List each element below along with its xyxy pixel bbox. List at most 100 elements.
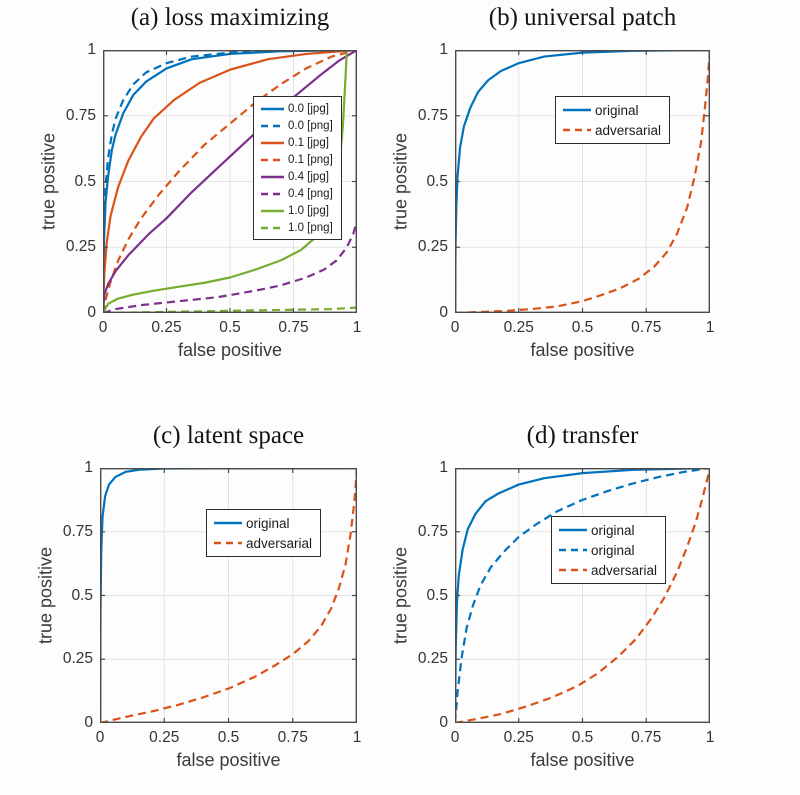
legend-line-sample: [261, 209, 284, 212]
legend-entry: 0.1 [png]: [260, 151, 333, 168]
plot-area: [455, 50, 710, 313]
legend-entry: 1.0 [jpg]: [260, 202, 333, 219]
legend: 0.0 [jpg] 0.0 [png] 0.1 [jpg] 0.1 [png] 0.4 …: [253, 96, 342, 240]
legend-line-sample: [559, 568, 587, 572]
plot-area: [100, 468, 357, 723]
chart-latent-space: (c) latent space true positive false pos…: [36, 422, 362, 770]
y-tick-label: 1: [84, 459, 93, 476]
legend-label: 0.1 [png]: [288, 153, 333, 166]
legend-label: original: [591, 542, 635, 558]
y-tick-label: 0.5: [426, 586, 448, 604]
legend-entry: original: [562, 100, 661, 120]
series-line-original-0: [455, 50, 710, 313]
y-tick-label: 0.5: [71, 586, 93, 604]
legend-line-sample: [214, 521, 242, 525]
x-tick-label: 1: [705, 729, 715, 746]
y-tick-label: 0: [87, 304, 96, 321]
legend-entry: original: [213, 513, 312, 533]
series-line-adversarial-1: [100, 468, 357, 723]
y-tick-label: 1: [87, 41, 96, 58]
chart-title: (d) transfer: [526, 422, 639, 449]
legend: original adversarial: [206, 509, 322, 557]
series-line-original-0: [455, 468, 710, 723]
y-tick-label: 0.75: [65, 106, 96, 124]
legend-entry: original: [558, 520, 657, 540]
legend-line-sample: [559, 528, 587, 532]
x-tick-label: 1: [352, 729, 362, 746]
x-tick-label: 0.75: [278, 319, 309, 336]
x-tick-label: 0.25: [151, 319, 182, 336]
legend-line-sample: [261, 107, 284, 110]
x-tick-label: 0: [98, 319, 108, 336]
legend-line-sample: [261, 192, 284, 195]
plot-area: [103, 50, 357, 313]
x-tick-label: 0.75: [277, 729, 308, 746]
y-tick-label: 0.25: [65, 238, 96, 256]
y-tick-label: 1: [439, 41, 448, 58]
x-tick-label: 1: [705, 319, 715, 336]
legend-line-sample: [261, 226, 284, 229]
legend-entry: original: [558, 540, 657, 560]
y-tick-label: 0.75: [417, 106, 448, 124]
x-tick-label: 0.5: [219, 319, 241, 336]
legend-label: 1.0 [jpg]: [288, 204, 329, 217]
legend-label: adversarial: [595, 122, 662, 138]
x-axis-label: false positive: [177, 340, 283, 360]
y-tick-label: 0.25: [62, 650, 93, 668]
legend-line-sample: [261, 124, 284, 127]
x-tick-label: 1: [352, 319, 362, 336]
legend-label: 0.1 [jpg]: [288, 136, 329, 149]
legend-line-sample: [261, 158, 284, 161]
legend-entry: 1.0 [png]: [260, 219, 333, 236]
x-axis-label: false positive: [530, 750, 635, 770]
x-tick-label: 0: [450, 729, 460, 746]
y-tick-label: 0.25: [417, 650, 448, 668]
legend-entry: 0.4 [jpg]: [260, 168, 333, 185]
x-tick-label: 0.5: [571, 729, 594, 746]
series-line-0-1-jpg-2: [103, 50, 357, 313]
legend-label: original: [591, 522, 635, 538]
x-tick-label: 0.75: [631, 319, 662, 336]
x-tick-label: 0.25: [503, 319, 534, 336]
legend-line-sample: [563, 128, 591, 132]
series-line-original-1: [455, 468, 710, 723]
series-line-adversarial-2: [455, 468, 710, 723]
legend-line-sample: [261, 175, 284, 178]
legend-line-sample: [559, 548, 587, 552]
legend-label: 1.0 [png]: [288, 221, 333, 234]
x-tick-label: 0.5: [217, 729, 240, 746]
chart-universal-patch: (b) universal patch true positive false …: [391, 4, 715, 360]
series-line-adversarial-1: [455, 50, 710, 313]
x-tick-label: 0: [450, 319, 460, 336]
legend-entry: adversarial: [562, 120, 661, 140]
series-line-0-4-png-5: [103, 50, 357, 313]
legend-entry: 0.0 [png]: [260, 117, 333, 134]
y-tick-label: 0.5: [426, 172, 448, 190]
x-tick-label: 0.25: [503, 729, 534, 746]
x-tick-label: 0.75: [631, 729, 662, 746]
plot-area: [455, 468, 710, 723]
legend-label: 0.0 [jpg]: [288, 102, 329, 115]
legend-label: 0.4 [jpg]: [288, 170, 329, 183]
y-tick-label: 1: [439, 459, 448, 476]
x-tick-label: 0.5: [571, 319, 594, 336]
y-tick-label: 0.5: [74, 172, 96, 190]
legend-line-sample: [261, 141, 284, 144]
chart-transfer: (d) transfer true positive false positiv…: [391, 422, 715, 770]
y-tick-label: 0: [439, 304, 448, 321]
legend: original adversarial: [555, 96, 671, 144]
legend-entry: 0.0 [jpg]: [260, 100, 333, 117]
legend-label: original: [246, 515, 290, 531]
x-tick-label: 0: [95, 729, 105, 746]
chart-title: (b) universal patch: [488, 4, 677, 31]
legend-entry: adversarial: [213, 533, 312, 553]
legend-line-sample: [563, 108, 591, 112]
series-line-0-4-jpg-4: [103, 50, 357, 313]
chart-loss-maximizing: (a) loss maximizing true positive false …: [39, 4, 362, 360]
y-tick-label: 0: [439, 714, 448, 731]
x-tick-label: 0.25: [149, 729, 180, 746]
legend-label: adversarial: [591, 562, 658, 578]
y-tick-label: 0: [84, 714, 93, 731]
chart-title: (c) latent space: [152, 422, 305, 449]
